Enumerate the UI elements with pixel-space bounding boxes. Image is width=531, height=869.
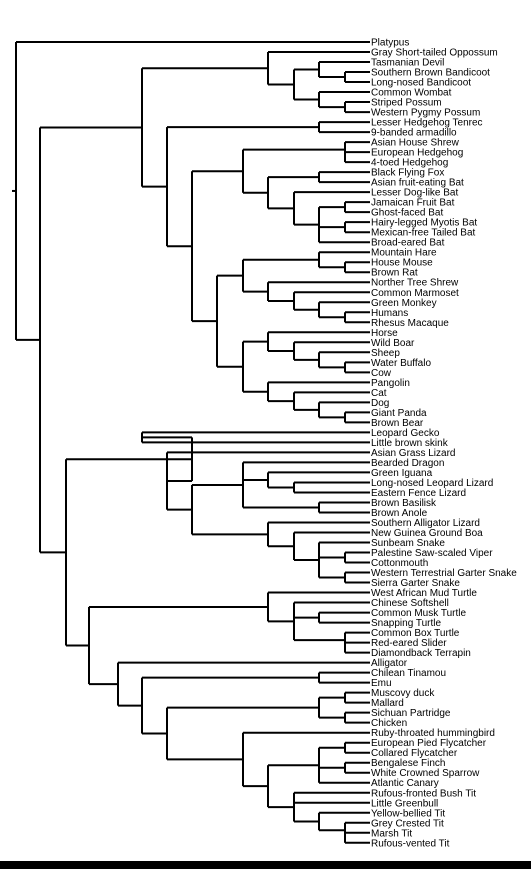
leaf-label: Common Box Turtle (371, 628, 460, 639)
leaf-label: Sunbeam Snake (371, 538, 445, 549)
leaf-label: Brown Basilisk (371, 498, 437, 509)
leaf-label: Sichuan Partridge (371, 708, 451, 719)
leaf-label: White Crowned Sparrow (371, 768, 480, 779)
leaf-label: Broad-eared Bat (371, 238, 445, 249)
leaf-label: Common Marmoset (371, 288, 459, 299)
leaf-label: European Hedgehog (371, 148, 463, 159)
leaf-label: Collared Flycatcher (371, 748, 458, 759)
leaf-label: New Guinea Ground Boa (371, 528, 483, 539)
leaf-label: Brown Bear (371, 418, 424, 429)
leaf-label: Rhesus Macaque (371, 318, 449, 329)
leaf-label: Water Buffalo (371, 358, 431, 369)
leaf-label: Bengalese Finch (371, 758, 446, 769)
leaf-label: Emu (371, 678, 392, 689)
leaf-label: Rufous-vented Tit (371, 838, 450, 849)
leaf-label: Chicken (371, 718, 407, 729)
leaf-label: Diamondback Terrapin (371, 648, 471, 659)
leaf-label: Southern Brown Bandicoot (371, 68, 490, 79)
leaf-label: Brown Anole (371, 508, 428, 519)
leaf-label: Western Terrestrial Garter Snake (371, 568, 517, 579)
leaf-label: Eastern Fence Lizard (371, 488, 466, 499)
leaf-label: Horse (371, 328, 398, 339)
leaf-label: Brown Rat (371, 268, 418, 279)
leaf-label: Common Wombat (371, 88, 452, 99)
leaf-label: Southern Alligator Lizard (371, 518, 480, 529)
leaf-label: Black Flying Fox (371, 168, 444, 179)
leaf-label: Palestine Saw-scaled Viper (371, 548, 493, 559)
leaf-label: Green Iguana (371, 468, 433, 479)
leaf-label: West African Mud Turtle (371, 588, 477, 599)
leaf-label: Grey Crested Tit (371, 818, 444, 829)
leaf-label: Little Greenbull (371, 798, 438, 809)
leaf-label: Western Pygmy Possum (371, 108, 480, 119)
leaf-label: Sheep (371, 348, 400, 359)
leaf-label: Cat (371, 388, 387, 399)
leaf-label: Little brown skink (371, 438, 449, 449)
leaf-label: Wild Boar (371, 338, 415, 349)
leaf-label: Yellow-bellied Tit (371, 808, 445, 819)
leaf-label: Mexican-free Tailed Bat (371, 228, 476, 239)
leaf-label: Cow (371, 368, 392, 379)
leaf-label: Lesser Dog-like Bat (371, 188, 458, 199)
leaf-label: Alligator (371, 658, 408, 669)
leaf-label: Bearded Dragon (371, 458, 444, 469)
leaf-label: Jamaican Fruit Bat (371, 198, 455, 209)
leaf-label: Green Monkey (371, 298, 437, 309)
leaf-label: Giant Panda (371, 408, 427, 419)
leaf-label: Norther Tree Shrew (371, 278, 459, 289)
leaf-label: Chilean Tinamou (371, 668, 446, 679)
leaf-label: Red-eared Slider (371, 638, 447, 649)
leaf-label: Dog (371, 398, 389, 409)
leaf-label: Asian House Shrew (371, 138, 460, 149)
leaf-label: Hairy-legged Myotis Bat (371, 218, 477, 229)
leaf-label: Asian Grass Lizard (371, 448, 455, 459)
leaf-label: Long-nosed Bandicoot (371, 78, 471, 89)
leaf-label: Mountain Hare (371, 248, 437, 259)
bottom-bar (0, 861, 531, 869)
leaf-label: European Pied Flycatcher (371, 738, 487, 749)
leaf-label: Chinese Softshell (371, 598, 449, 609)
leaf-label: Long-nosed Leopard Lizard (371, 478, 493, 489)
leaf-label: Gray Short-tailed Oppossum (371, 48, 498, 59)
leaf-label: Leopard Gecko (371, 428, 440, 439)
leaf-label: Lesser Hedgehog Tenrec (371, 118, 483, 129)
leaf-label: Tasmanian Devil (371, 58, 444, 69)
leaf-label: 4-toed Hedgehog (371, 158, 448, 169)
leaf-label: Snapping Turtle (371, 618, 441, 629)
leaf-label: Humans (371, 308, 408, 319)
leaf-label: Sierra Garter Snake (371, 578, 460, 589)
leaf-label: Ghost-faced Bat (371, 208, 443, 219)
leaf-label: Asian fruit-eating Bat (371, 178, 464, 189)
leaf-label: Mallard (371, 698, 404, 709)
leaf-label: Pangolin (371, 378, 410, 389)
leaf-label: Rufous-fronted Bush Tit (371, 788, 476, 799)
leaf-label: Striped Possum (371, 98, 442, 109)
leaf-label: Platypus (371, 38, 409, 49)
leaf-label: Muscovy duck (371, 688, 435, 699)
leaf-label: Common Musk Turtle (371, 608, 466, 619)
leaf-label: House Mouse (371, 258, 433, 269)
leaf-label: 9-banded armadillo (371, 128, 457, 139)
leaf-label: Ruby-throated hummingbird (371, 728, 495, 739)
tree-branches (12, 41, 370, 844)
leaf-label: Atlantic Canary (371, 778, 439, 789)
leaf-label: Marsh Tit (371, 828, 412, 839)
leaf-label: Cottonmouth (371, 558, 428, 569)
